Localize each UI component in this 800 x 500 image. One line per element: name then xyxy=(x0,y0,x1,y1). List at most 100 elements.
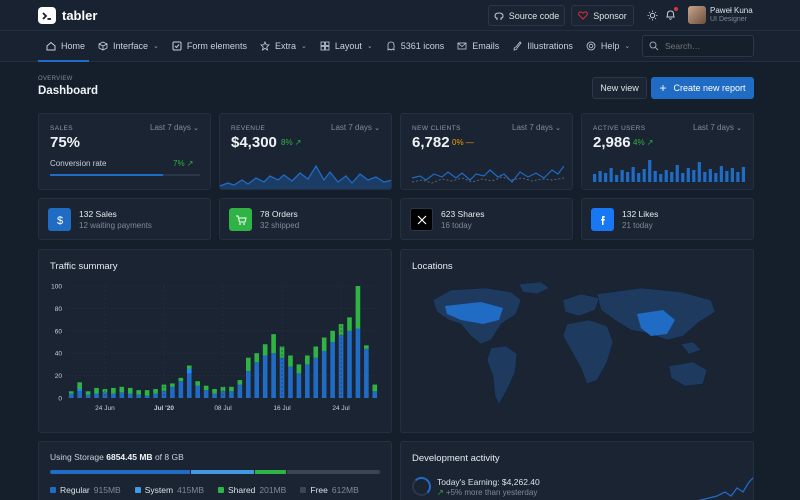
mini-stat-title: 132 Sales xyxy=(79,209,117,219)
active-users-bar xyxy=(681,173,685,182)
active-users-bar xyxy=(664,170,668,182)
search-input[interactable] xyxy=(665,41,745,51)
mini-stat-card: 132 Likes 21 today xyxy=(581,198,754,240)
map-highlight-china xyxy=(637,310,675,336)
traffic-bar xyxy=(313,357,319,398)
active-users-label: ACTIVE USERS xyxy=(593,125,646,132)
conversion-progress-fill xyxy=(50,174,163,176)
active-users-bar xyxy=(620,170,624,182)
trend-up-icon: ↗ xyxy=(186,159,194,168)
traffic-bar xyxy=(68,393,74,398)
conversion-change: 7% ↗ xyxy=(173,159,194,168)
star-icon xyxy=(259,41,270,51)
revenue-value: $4,300 xyxy=(231,134,277,151)
x-tick-label: 24 Jul xyxy=(332,405,350,412)
nav-item-emails[interactable]: Emails xyxy=(457,41,499,51)
traffic-bar xyxy=(85,394,91,398)
mini-stat-card: $132 Sales 12 waiting payments xyxy=(38,198,211,240)
legend-swatch xyxy=(300,487,307,493)
map-indonesia xyxy=(680,341,702,355)
traffic-chart: 0 20 40 60 80 100 24 Jun Jul '20 08 Jul 16 Jul 24 … xyxy=(51,284,379,412)
svg-text:$: $ xyxy=(56,215,62,227)
bell-icon[interactable] xyxy=(665,9,676,21)
traffic-bar xyxy=(313,346,319,358)
active-users-bar xyxy=(670,172,674,182)
nav-item-5361-icons[interactable]: 5361 icons xyxy=(386,41,445,51)
nav-item-help[interactable]: Help ⌄ xyxy=(586,41,630,51)
create-report-button[interactable]: + Create new report xyxy=(651,77,754,99)
nav-item-layout[interactable]: Layout ⌄ xyxy=(320,41,373,51)
legend-value: 415MB xyxy=(177,485,204,495)
legend-name: System xyxy=(144,485,174,495)
active-users-change: 4% ↗ xyxy=(633,138,654,147)
traffic-bar xyxy=(229,391,234,398)
new-view-button[interactable]: New view xyxy=(592,77,647,99)
mini-stat-subtitle: 32 shipped xyxy=(260,221,300,230)
traffic-bar xyxy=(153,393,158,398)
lifebuoy-icon xyxy=(586,41,596,51)
user-role: UI Designer xyxy=(710,16,747,23)
traffic-bar xyxy=(170,386,175,398)
active-users-bar xyxy=(631,167,635,182)
user-avatar[interactable] xyxy=(688,6,706,24)
active-users-value: 2,986 xyxy=(593,134,631,151)
nav-item-home[interactable]: Home xyxy=(46,41,85,51)
active-users-bar xyxy=(736,172,740,182)
traffic-bar xyxy=(296,364,302,374)
sales-label: SALES xyxy=(50,125,73,132)
nav-item-label: 5361 icons xyxy=(400,41,445,51)
active-users-bar xyxy=(703,172,707,182)
development-activity-sparkline xyxy=(697,477,753,500)
active-users-bar xyxy=(719,166,723,182)
layout-icon xyxy=(320,41,330,51)
nav-item-label: Home xyxy=(61,41,86,51)
user-menu[interactable]: Paweł Kuna UI Designer xyxy=(710,6,753,23)
active-users-bar xyxy=(708,169,712,182)
traffic-bar xyxy=(254,353,260,363)
storage-bar xyxy=(50,470,380,474)
traffic-bar xyxy=(279,357,285,398)
sales-range-dropdown[interactable]: Last 7 days ⌄ xyxy=(150,123,200,132)
sponsor-button[interactable]: Sponsor xyxy=(571,5,634,26)
traffic-bar xyxy=(364,345,369,349)
active-users-bar xyxy=(626,172,630,182)
nav-item-illustrations[interactable]: Illustrations xyxy=(512,41,573,51)
active-users-bar xyxy=(741,167,745,182)
active-users-bar-sparkline xyxy=(593,160,745,182)
traffic-bar xyxy=(77,391,82,398)
traffic-bar xyxy=(170,383,175,387)
chevron-down-icon: ⌄ xyxy=(366,43,373,50)
y-tick-label: 0 xyxy=(58,396,62,403)
active-users-bar xyxy=(648,160,652,182)
traffic-bar xyxy=(111,393,116,398)
top-header: tabler Source code Sponsor Paweł Kuna UI… xyxy=(0,0,800,31)
search-box[interactable] xyxy=(642,35,754,57)
nav-item-extra[interactable]: Extra ⌄ xyxy=(259,41,307,51)
active-users-range-dropdown[interactable]: Last 7 days ⌄ xyxy=(693,123,743,132)
mini-stat-title: 623 Shares xyxy=(441,209,485,219)
nav-item-form-elements[interactable]: Form elements xyxy=(172,41,247,51)
revenue-sparkline xyxy=(220,164,391,189)
locations-card: Locations xyxy=(400,249,754,433)
traffic-bar xyxy=(195,381,201,386)
mail-icon xyxy=(457,41,467,51)
active-users-bar xyxy=(730,168,734,182)
source-code-button[interactable]: Source code xyxy=(488,5,565,26)
brand-logo[interactable]: tabler xyxy=(38,7,97,24)
revenue-range-dropdown[interactable]: Last 7 days ⌄ xyxy=(331,123,381,132)
traffic-bar xyxy=(144,390,150,396)
storage-segment xyxy=(50,470,190,474)
new-clients-range-dropdown[interactable]: Last 7 days ⌄ xyxy=(512,123,562,132)
storage-card: Using Storage 6854.45 MB of 8 GB Regular… xyxy=(38,441,392,500)
x-tick-label: 24 Jun xyxy=(95,405,115,412)
mini-stat-subtitle: 12 waiting payments xyxy=(79,221,152,230)
traffic-bar xyxy=(178,377,184,382)
page-title: Dashboard xyxy=(38,85,99,97)
active-users-bar xyxy=(604,173,608,182)
sun-icon[interactable] xyxy=(647,10,658,21)
traffic-bar xyxy=(355,328,361,398)
dollar-icon: $ xyxy=(48,208,71,231)
y-tick-label: 100 xyxy=(51,284,62,291)
nav-item-interface[interactable]: Interface ⌄ xyxy=(98,41,159,51)
traffic-bar xyxy=(254,362,260,398)
